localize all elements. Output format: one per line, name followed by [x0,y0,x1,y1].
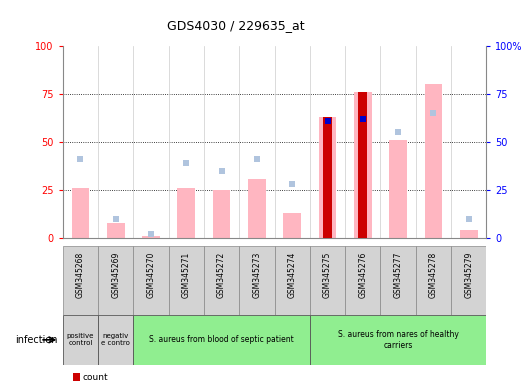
Bar [72,188,89,238]
Text: GSM345274: GSM345274 [288,251,297,298]
Bar [98,246,133,315]
Bar [345,246,381,315]
Bar [133,315,310,365]
Bar [425,84,442,238]
Text: GSM345279: GSM345279 [464,251,473,298]
Text: GSM345278: GSM345278 [429,251,438,298]
Point [323,118,332,124]
Point [323,118,332,124]
Text: GSM345277: GSM345277 [394,251,403,298]
Bar [248,179,266,238]
Text: GSM345269: GSM345269 [111,251,120,298]
Bar [240,246,275,315]
Bar [168,246,204,315]
Bar [204,246,240,315]
Point [147,231,155,237]
Bar [275,246,310,315]
Bar [310,246,345,315]
Bar [451,246,486,315]
Bar [354,92,372,238]
Point [76,156,85,162]
Text: negativ
e contro: negativ e contro [101,333,130,346]
Point [464,216,473,222]
Text: GDS4030 / 229635_at: GDS4030 / 229635_at [166,19,304,32]
Bar [381,246,416,315]
Text: GSM345273: GSM345273 [253,251,262,298]
Text: positive
control: positive control [67,333,94,346]
Bar [177,188,195,238]
Point [394,129,402,136]
Point [429,110,438,116]
Text: GSM345276: GSM345276 [358,251,367,298]
Bar [63,246,98,315]
Bar [310,315,486,365]
Bar [460,230,477,238]
Bar [142,236,160,238]
Bar [98,315,133,365]
Point [359,116,367,122]
Point [218,168,226,174]
Text: infection: infection [15,335,58,345]
Bar [323,117,332,238]
Text: GSM345272: GSM345272 [217,251,226,298]
Text: GSM345271: GSM345271 [182,251,191,298]
Bar [319,117,336,238]
Text: GSM345268: GSM345268 [76,251,85,298]
Bar [358,92,367,238]
Point [253,156,261,162]
Text: count: count [83,372,108,382]
Bar [133,246,168,315]
Text: S. aureus from blood of septic patient: S. aureus from blood of septic patient [149,335,294,344]
Text: GSM345270: GSM345270 [146,251,155,298]
Bar [107,223,124,238]
Text: S. aureus from nares of healthy
carriers: S. aureus from nares of healthy carriers [338,330,459,349]
Text: GSM345275: GSM345275 [323,251,332,298]
Bar [416,246,451,315]
Bar [283,213,301,238]
Bar [63,315,98,365]
Point [111,216,120,222]
Bar [389,140,407,238]
Point [288,181,297,187]
Bar [213,190,231,238]
Point [359,116,367,122]
Point [182,160,190,166]
